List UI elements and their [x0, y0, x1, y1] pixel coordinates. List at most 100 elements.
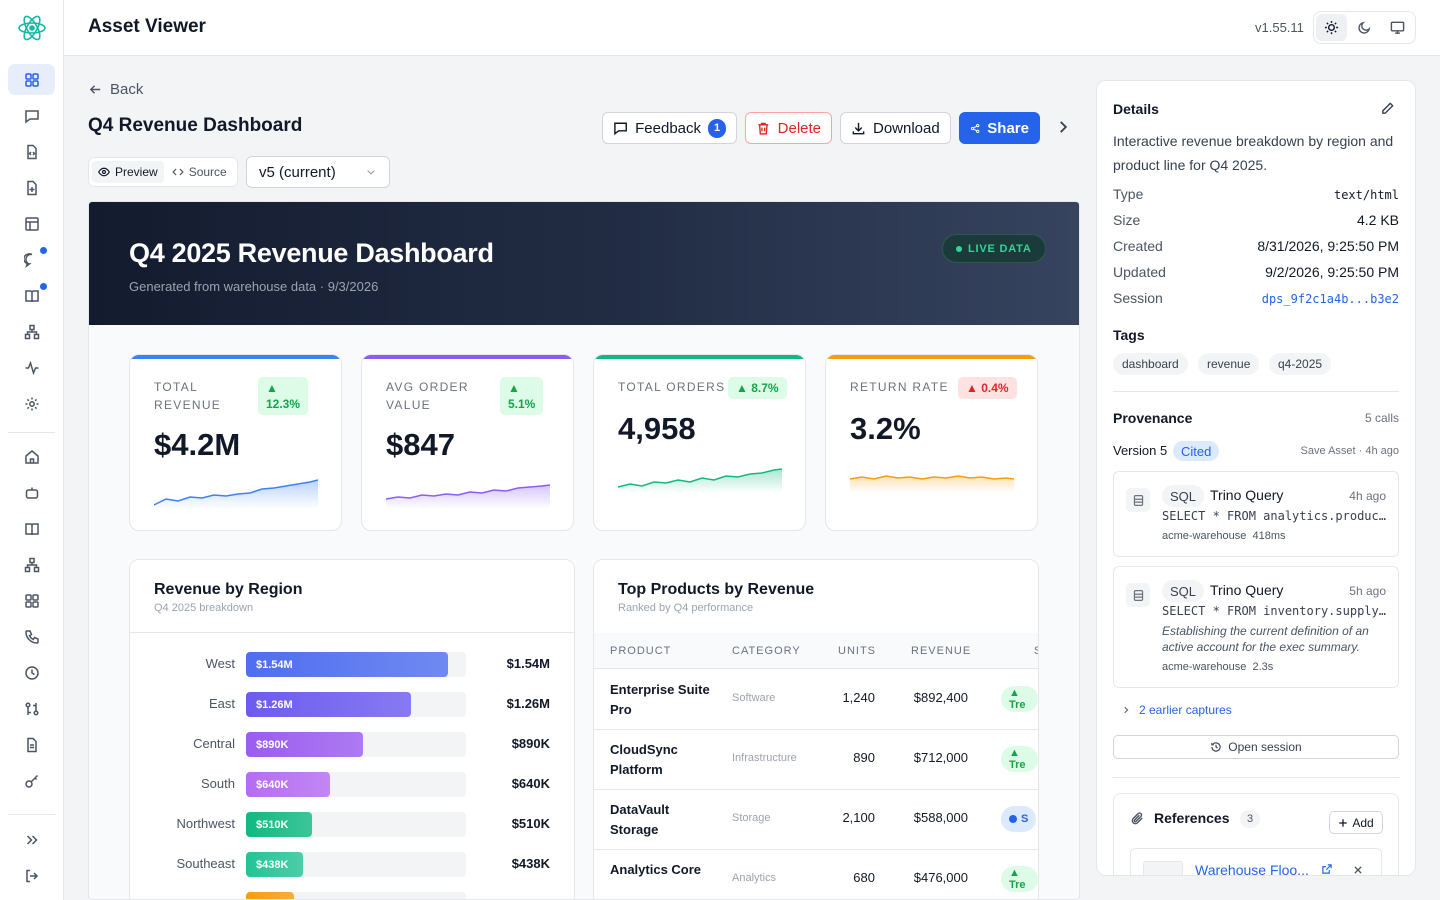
version-select[interactable]: v5 (current) [246, 156, 390, 188]
region-name: Southeast [176, 856, 235, 871]
detail-key: Updated [1113, 264, 1166, 280]
download-icon [852, 122, 865, 134]
share-icon [970, 123, 980, 133]
earlier-captures-toggle[interactable]: 2 earlier captures [1121, 703, 1232, 717]
feedback-button[interactable]: Feedback 1 [602, 112, 737, 144]
capture-note: Establishing the current definition of a… [1162, 624, 1369, 654]
region-value: $1.26M [506, 696, 550, 711]
phone-icon[interactable] [8, 621, 55, 652]
open-session-label: Open session [1228, 740, 1302, 754]
book-icon[interactable] [8, 513, 55, 544]
download-button[interactable]: Download [840, 112, 951, 144]
home-icon[interactable] [8, 441, 55, 472]
provenance-title: Provenance [1113, 410, 1193, 426]
kpi-sparkline [386, 484, 550, 509]
capture-card[interactable]: SQL Trino Query 4h ago SELECT * FROM ana… [1113, 471, 1399, 557]
version-label: Version 5 [1113, 443, 1168, 458]
edit-pencil-icon[interactable] [1380, 101, 1395, 116]
book-open-icon[interactable] [8, 280, 55, 311]
tag-chip[interactable]: dashboard [1113, 353, 1188, 375]
kpi-value: 3.2% [850, 411, 921, 446]
external-link-icon[interactable] [1321, 863, 1333, 875]
kpi-change-badge: ▲ 5.1% [500, 377, 544, 415]
card-subtitle: Q4 2025 breakdown [154, 602, 254, 614]
activity-icon[interactable] [8, 352, 55, 383]
reference-item[interactable]: Warehouse Floo... [1130, 848, 1382, 875]
chat-bubble-icon[interactable] [8, 244, 55, 275]
section-divider [1113, 777, 1399, 778]
file-code-icon[interactable] [8, 136, 55, 167]
delete-button[interactable]: Delete [745, 112, 832, 144]
detail-key: Size [1113, 212, 1141, 228]
preview-tab[interactable]: Preview [92, 161, 164, 183]
share-button[interactable]: Share [959, 112, 1040, 144]
region-value: $510K [511, 816, 550, 831]
table-row[interactable]: DataVault Storage Storage 2,100 $588,000 S [594, 790, 1038, 850]
region-row: Central $890K $890K [130, 732, 574, 758]
monitor-icon[interactable] [1382, 14, 1413, 41]
add-label: Add [1352, 815, 1374, 830]
region-bar: $1.26M [246, 692, 411, 717]
message-square-icon[interactable] [8, 100, 55, 131]
table-row[interactable]: Analytics Core Analytics 680 $476,000 ▲ Tre [594, 850, 1038, 899]
product-revenue: $588,000 [913, 810, 968, 825]
detail-value: 9/2/2026, 9:25:50 PM [1265, 264, 1399, 280]
chevron-down-icon [367, 170, 375, 175]
cited-badge: Cited [1173, 441, 1220, 461]
source-tab[interactable]: Source [166, 161, 233, 183]
details-title: Details [1113, 101, 1159, 117]
open-session-button[interactable]: Open session [1113, 735, 1399, 759]
kpi-accent-bar [130, 355, 341, 359]
product-name: Enterprise Suite Pro [610, 682, 710, 717]
product-name: DataVault Storage [610, 802, 670, 837]
bot-icon[interactable] [8, 477, 55, 508]
logout-icon[interactable] [8, 860, 55, 891]
capture-time: 5h ago [1349, 584, 1386, 598]
network-icon[interactable] [8, 316, 55, 347]
kpi-card-total-revenue: TOTAL REVENUE ▲ 12.3% $4.2M [129, 354, 342, 531]
tag-chip[interactable]: q4-2025 [1269, 353, 1332, 375]
source-label: Source [188, 165, 227, 179]
expand-chevrons-icon[interactable] [8, 824, 55, 855]
back-link[interactable]: Back [88, 81, 143, 98]
grid-icon[interactable] [8, 64, 55, 95]
chevron-right-icon[interactable] [1054, 118, 1072, 136]
file-plus-icon[interactable] [8, 172, 55, 203]
capture-query: SELECT * FROM inventory.supply_chain [1162, 604, 1390, 618]
sun-icon[interactable] [1316, 14, 1347, 41]
plus-icon [1339, 818, 1348, 827]
status-label: ▲ Tre [1009, 687, 1026, 711]
detail-row-session: Session dps_9f2c1a4b...b3e2 [1113, 290, 1399, 310]
capture-card[interactable]: SQL Trino Query 5h ago SELECT * FROM inv… [1113, 566, 1399, 688]
add-reference-button[interactable]: Add [1329, 811, 1383, 834]
region-bar-track: $1.54M [246, 652, 466, 677]
provenance-calls-count: 5 calls [1364, 411, 1399, 425]
moon-icon[interactable] [1349, 14, 1380, 41]
region-row: Northwest $510K $510K [130, 812, 574, 838]
table-row[interactable]: CloudSync Platform Infrastructure 890 $712,… [594, 730, 1038, 790]
kpi-accent-bar [594, 355, 805, 359]
table-row[interactable]: Enterprise Suite Pro Software 1,240 $892,40… [594, 670, 1038, 730]
apps-icon[interactable] [8, 585, 55, 616]
clock-icon[interactable] [8, 657, 55, 688]
product-category: Analytics [732, 872, 777, 884]
capture-kind-badge: SQL [1162, 485, 1205, 507]
region-bar: $1.54M [246, 652, 449, 677]
tags-title: Tags [1113, 327, 1145, 343]
key-icon[interactable] [8, 765, 55, 796]
git-compare-icon[interactable] [8, 693, 55, 724]
product-revenue: $476,000 [913, 870, 968, 885]
theme-toggle-group [1313, 11, 1416, 44]
settings-gear-icon[interactable] [8, 388, 55, 419]
capture-meta: acme-warehouse 418ms [1162, 530, 1286, 542]
live-dot [956, 245, 962, 252]
table-icon[interactable] [8, 208, 55, 239]
kpi-sparkline [618, 468, 782, 493]
tag-chip[interactable]: revenue [1198, 353, 1260, 375]
session-link[interactable]: dps_9f2c1a4b...b3e2 [1261, 292, 1399, 306]
file-text-icon[interactable] [8, 729, 55, 760]
kpi-value: $847 [386, 427, 455, 462]
atom-logo-icon[interactable] [16, 12, 48, 44]
hierarchy-icon[interactable] [8, 549, 55, 580]
close-icon[interactable] [1353, 865, 1363, 875]
